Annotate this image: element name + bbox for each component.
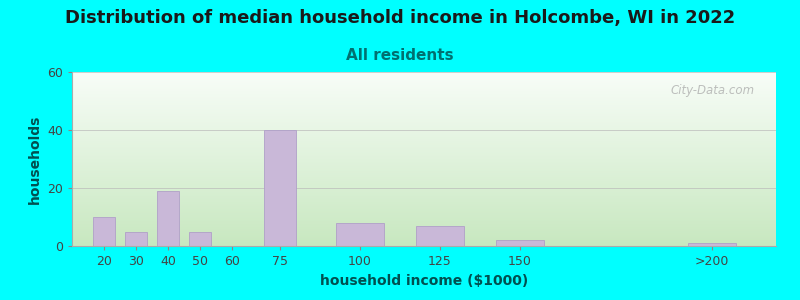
Bar	[157, 191, 179, 246]
Y-axis label: households: households	[27, 114, 42, 204]
Text: Distribution of median household income in Holcombe, WI in 2022: Distribution of median household income …	[65, 9, 735, 27]
Bar	[687, 243, 737, 246]
Bar	[335, 223, 385, 246]
Bar	[415, 226, 465, 246]
Text: All residents: All residents	[346, 48, 454, 63]
Text: City-Data.com: City-Data.com	[670, 84, 755, 97]
Bar	[495, 240, 545, 246]
X-axis label: household income ($1000): household income ($1000)	[320, 274, 528, 288]
Bar	[93, 217, 115, 246]
Bar	[189, 232, 211, 246]
Bar	[125, 232, 147, 246]
Bar	[264, 130, 296, 246]
